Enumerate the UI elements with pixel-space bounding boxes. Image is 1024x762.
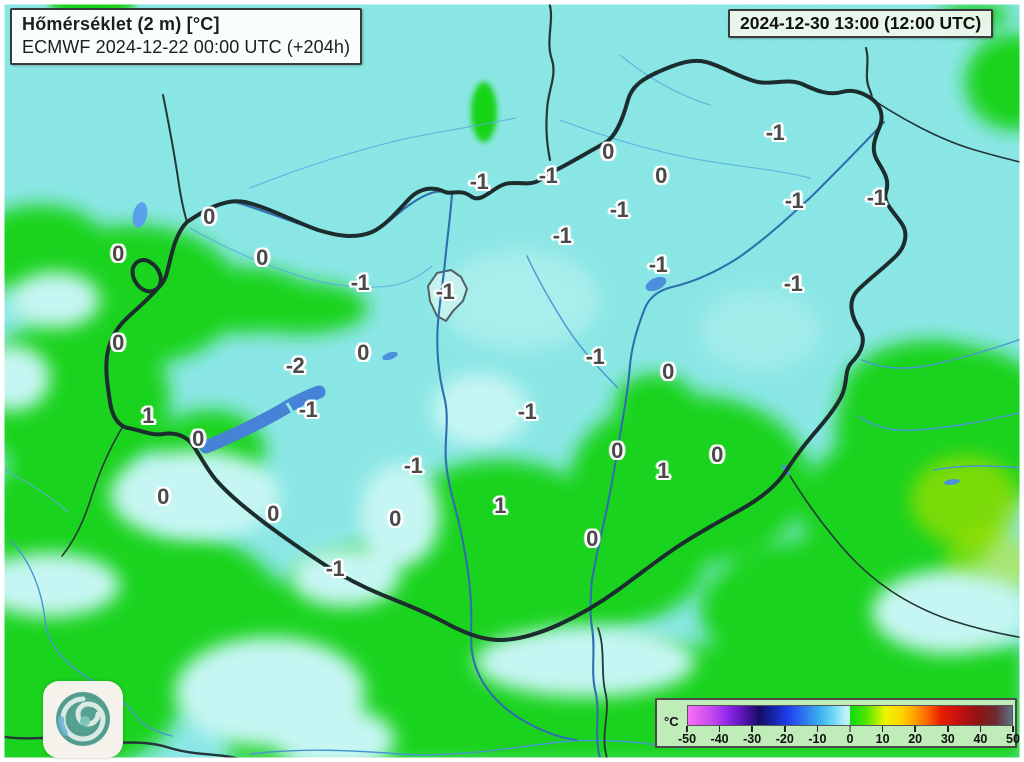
temperature-label: -1 bbox=[585, 343, 605, 369]
temperature-label: 0 bbox=[662, 358, 674, 384]
temperature-label: -1 bbox=[350, 269, 370, 295]
temp-field-pale-pockets bbox=[0, 272, 1024, 762]
temperature-label: 0 bbox=[157, 483, 169, 509]
temperature-label: -1 bbox=[648, 251, 668, 277]
small-lake-east bbox=[944, 479, 960, 485]
temperature-label: 0 bbox=[112, 240, 124, 266]
legend-tick: 0 bbox=[847, 726, 853, 746]
temperature-label: -1 bbox=[538, 162, 558, 188]
temperature-label: 0 bbox=[655, 162, 667, 188]
rivers-minor bbox=[0, 54, 811, 513]
spiral-cyclone-icon bbox=[56, 692, 110, 746]
temperature-label: 0 bbox=[256, 244, 268, 270]
rivers-tributaries bbox=[9, 255, 1024, 756]
temperature-label: -1 bbox=[469, 168, 489, 194]
legend-tick: 30 bbox=[941, 726, 955, 746]
temperature-label: 0 bbox=[192, 425, 204, 451]
lake-neusiedl bbox=[132, 202, 148, 228]
map-title-box: Hőmérséklet (2 m) [°C] ECMWF 2024-12-22 … bbox=[10, 8, 363, 66]
temperature-label: -1 bbox=[552, 222, 572, 248]
temperature-label: -1 bbox=[325, 555, 345, 581]
temperature-label: -1 bbox=[298, 396, 318, 422]
map-title: Hőmérséklet (2 m) [°C] bbox=[22, 14, 220, 34]
temperature-label: -1 bbox=[609, 196, 629, 222]
temperature-label: -1 bbox=[783, 270, 803, 296]
temperature-label: 1 bbox=[494, 492, 506, 518]
legend-tick: 40 bbox=[973, 726, 987, 746]
temperature-label: -1 bbox=[866, 184, 886, 210]
model-run-info: ECMWF 2024-12-22 00:00 UTC (+204h) bbox=[22, 37, 351, 58]
lake-tisza bbox=[645, 276, 667, 292]
temperature-label: -1 bbox=[517, 398, 537, 424]
temperature-label: 1 bbox=[142, 402, 154, 428]
temperature-label: -2 bbox=[285, 352, 305, 378]
legend-tick: -40 bbox=[711, 726, 729, 746]
legend-tick: 20 bbox=[908, 726, 922, 746]
valid-time-box: 2024-12-30 13:00 (12:00 UTC) bbox=[728, 9, 994, 38]
lake-balaton bbox=[199, 385, 326, 454]
budapest-city-outline bbox=[427, 269, 468, 322]
temperature-label: 0 bbox=[267, 500, 279, 526]
legend-tick: -20 bbox=[776, 726, 794, 746]
legend-unit-label: °C bbox=[664, 714, 679, 729]
temperature-label: 0 bbox=[112, 329, 124, 355]
met-service-logo bbox=[43, 681, 123, 758]
legend-gradient-bar bbox=[687, 705, 1013, 726]
temperature-label: -1 bbox=[765, 119, 785, 145]
legend-tick: 50 bbox=[1006, 726, 1020, 746]
temperature-label: 0 bbox=[357, 339, 369, 365]
tihany-notch bbox=[285, 402, 295, 414]
lake-velence bbox=[382, 351, 398, 361]
temperature-label: 0 bbox=[711, 441, 723, 467]
legend-tick: -10 bbox=[808, 726, 826, 746]
legend-tick: -30 bbox=[743, 726, 761, 746]
temperature-label: 1 bbox=[657, 457, 669, 483]
temperature-label: 0 bbox=[203, 203, 215, 229]
temperature-label: -1 bbox=[784, 187, 804, 213]
legend-ticks: -50 -40 -30 -20 -10 0 10 20 30 40 50 bbox=[678, 726, 1020, 748]
legend-tick: -50 bbox=[678, 726, 696, 746]
hungary-border bbox=[104, 59, 908, 642]
temperature-label: 0 bbox=[389, 505, 401, 531]
temperature-label: -1 bbox=[435, 278, 455, 304]
color-scale-legend: °C -50 -40 -30 -20 -10 0 10 20 30 40 50 bbox=[655, 698, 1020, 748]
temperature-label: 0 bbox=[602, 138, 614, 164]
legend-tick: 10 bbox=[876, 726, 890, 746]
temperature-label: 0 bbox=[586, 525, 598, 551]
temp-field-pale-patches bbox=[432, 250, 820, 446]
temperature-label: -1 bbox=[403, 452, 423, 478]
tisza-river bbox=[589, 120, 886, 760]
temperature-label: 0 bbox=[611, 437, 623, 463]
